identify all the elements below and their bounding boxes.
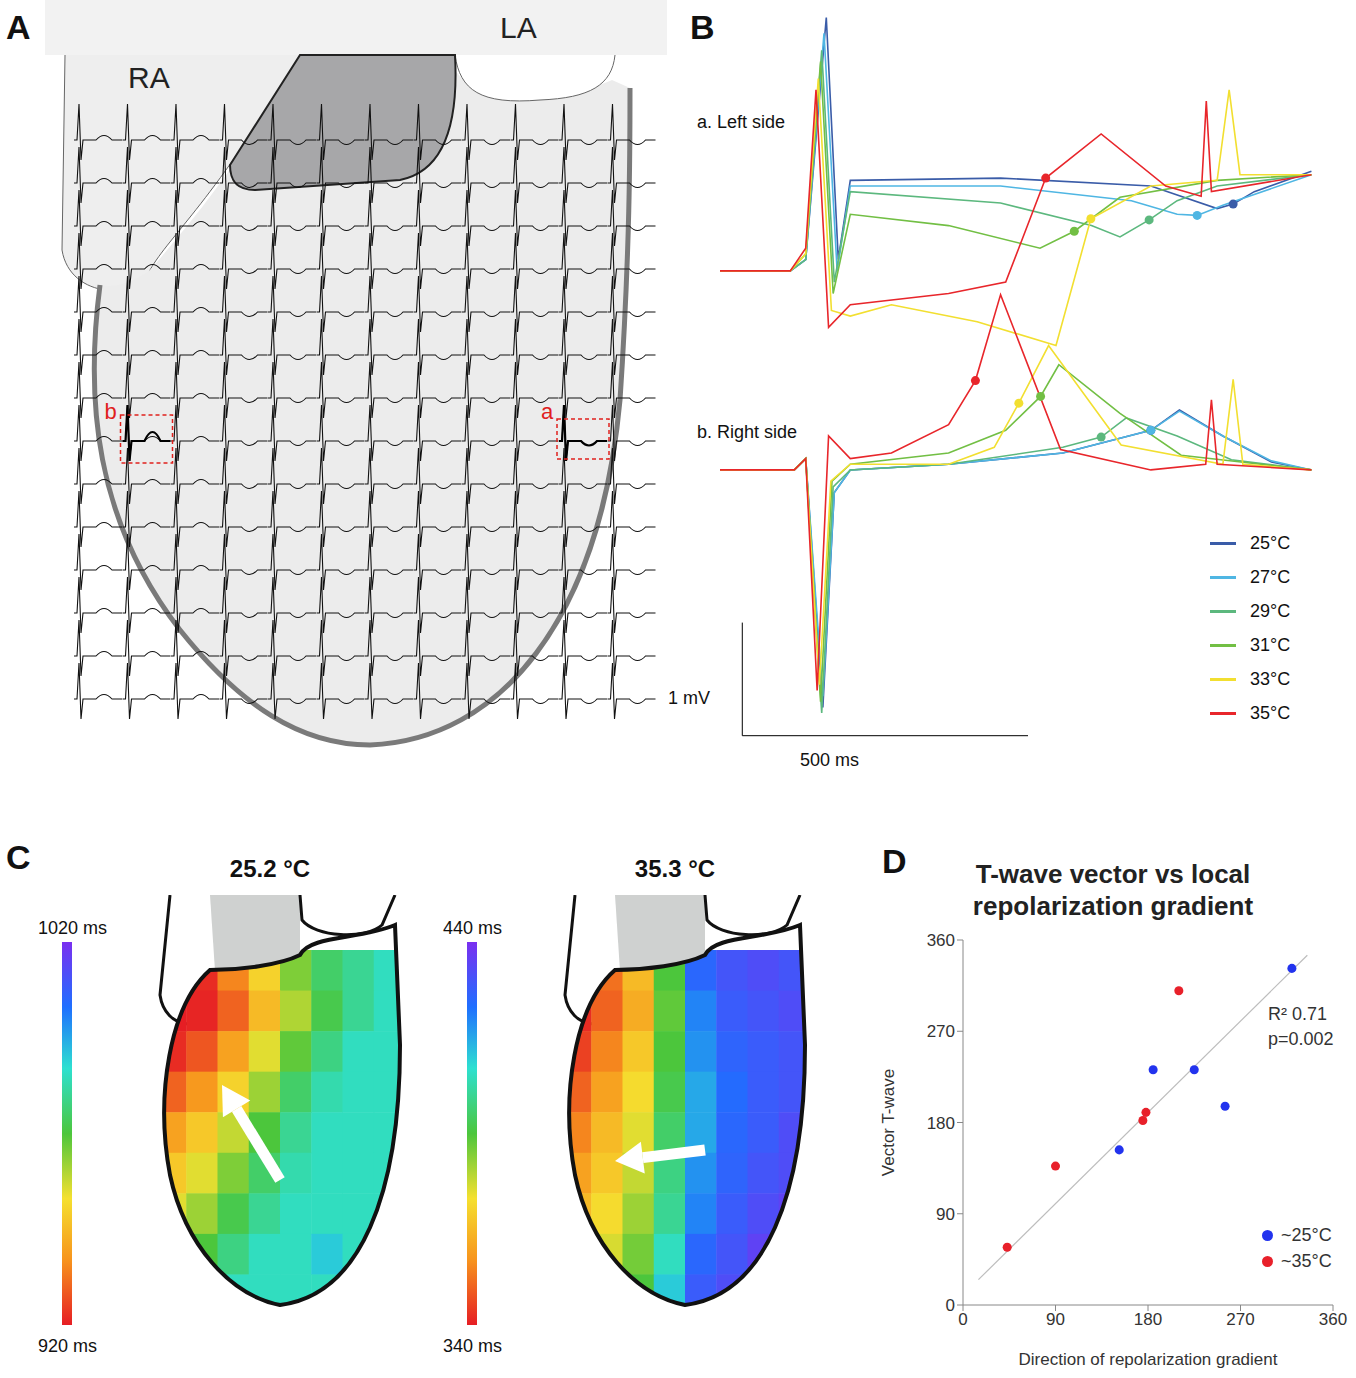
svg-text:270: 270 [1226, 1310, 1254, 1329]
svg-text:360: 360 [927, 931, 955, 950]
html-text:35°C: 35°C [1250, 702, 1291, 723]
svg-text:360: 360 [1319, 1310, 1347, 1329]
svg-text:0: 0 [946, 1296, 955, 1315]
svg-text:Direction of repolarization gr: Direction of repolarization gradient [1019, 1350, 1278, 1369]
html-text:b. Right side: b. Right side [697, 422, 798, 442]
svg-text:0: 0 [958, 1310, 967, 1329]
html-text:920 ms: 920 ms [38, 1336, 97, 1356]
html-text:A: A [6, 8, 31, 46]
html-text:25.2 °C: 25.2 °C [229, 855, 311, 882]
html-text:33°C: 33°C [1250, 668, 1291, 689]
svg-text:a: a [541, 399, 554, 424]
svg-text:180: 180 [1134, 1310, 1162, 1329]
html-text:25°C: 25°C [1250, 532, 1291, 553]
html-text:500 ms: 500 ms [800, 750, 859, 770]
html-text:p=0.002: p=0.002 [1268, 1029, 1334, 1049]
html-text:T-wave vector vs local: T-wave vector vs local [975, 859, 1251, 889]
svg-text:Vector T-wave: Vector T-wave [879, 1069, 898, 1176]
svg-text:b: b [105, 399, 117, 424]
html-text:repolarization gradient: repolarization gradient [972, 891, 1254, 921]
svg-text:90: 90 [936, 1205, 955, 1224]
html-text:27°C: 27°C [1250, 566, 1291, 587]
html-text:R² 0.71: R² 0.71 [1268, 1004, 1327, 1024]
html-text:29°C: 29°C [1250, 600, 1291, 621]
html-text:1020 ms: 1020 ms [38, 918, 107, 938]
html-text:a. Left side: a. Left side [697, 112, 786, 132]
html-text:B: B [690, 8, 715, 46]
html-text:340 ms: 340 ms [443, 1336, 502, 1356]
html-text:C: C [6, 838, 31, 876]
html-text:D: D [882, 842, 907, 880]
html-text:440 ms: 440 ms [443, 918, 502, 938]
html-text:~25°C: ~25°C [1281, 1224, 1332, 1245]
html-text:35.3 °C: 35.3 °C [634, 855, 716, 882]
html-text:31°C: 31°C [1250, 634, 1291, 655]
html-text:~35°C: ~35°C [1281, 1250, 1332, 1271]
svg-text:180: 180 [927, 1114, 955, 1133]
svg-text:LA: LA [500, 11, 537, 44]
html-text:1 mV: 1 mV [668, 688, 710, 708]
svg-text:270: 270 [927, 1022, 955, 1041]
svg-text:90: 90 [1046, 1310, 1065, 1329]
svg-text:RA: RA [128, 61, 170, 94]
